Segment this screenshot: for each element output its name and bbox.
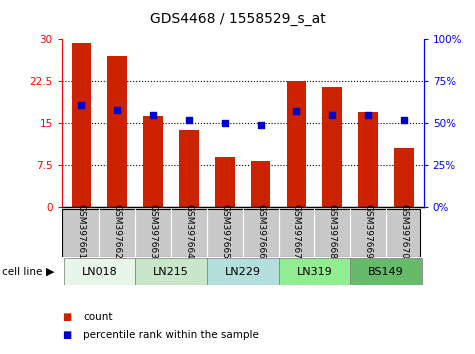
Text: percentile rank within the sample: percentile rank within the sample xyxy=(83,330,259,339)
Point xyxy=(185,117,193,122)
Bar xyxy=(143,116,163,207)
Text: ▶: ▶ xyxy=(46,267,55,277)
Text: LN215: LN215 xyxy=(153,267,189,277)
Bar xyxy=(251,161,270,207)
Text: GSM397669: GSM397669 xyxy=(364,204,373,259)
Text: GSM397666: GSM397666 xyxy=(256,204,265,259)
Text: GSM397662: GSM397662 xyxy=(113,204,122,259)
Point xyxy=(114,107,121,113)
Point xyxy=(149,112,157,118)
Point xyxy=(77,102,85,107)
Bar xyxy=(135,258,207,285)
Text: GSM397663: GSM397663 xyxy=(149,204,158,259)
Point xyxy=(293,108,300,114)
Bar xyxy=(278,258,350,285)
Text: LN229: LN229 xyxy=(225,267,261,277)
Text: GSM397670: GSM397670 xyxy=(399,204,408,259)
Text: count: count xyxy=(83,312,113,322)
Point xyxy=(400,117,408,122)
Bar xyxy=(215,156,235,207)
Text: LN018: LN018 xyxy=(82,267,117,277)
Bar xyxy=(323,87,342,207)
Bar xyxy=(107,56,127,207)
Point xyxy=(257,122,265,127)
Point xyxy=(364,112,372,118)
Text: GSM397661: GSM397661 xyxy=(77,204,86,259)
Bar xyxy=(64,258,135,285)
Point xyxy=(221,120,228,126)
Text: GSM397668: GSM397668 xyxy=(328,204,337,259)
Text: GDS4468 / 1558529_s_at: GDS4468 / 1558529_s_at xyxy=(150,12,325,27)
Bar xyxy=(394,148,414,207)
Bar xyxy=(72,44,91,207)
Point xyxy=(329,112,336,118)
Bar xyxy=(179,130,199,207)
Text: GSM397664: GSM397664 xyxy=(184,204,193,259)
Text: cell line: cell line xyxy=(2,267,43,277)
Bar xyxy=(350,258,422,285)
Text: ■: ■ xyxy=(62,330,71,339)
Text: ■: ■ xyxy=(62,312,71,322)
Text: BS149: BS149 xyxy=(368,267,404,277)
Text: GSM397667: GSM397667 xyxy=(292,204,301,259)
Text: GSM397665: GSM397665 xyxy=(220,204,229,259)
Text: LN319: LN319 xyxy=(296,267,332,277)
Bar xyxy=(358,112,378,207)
Bar xyxy=(286,81,306,207)
Bar xyxy=(207,258,278,285)
